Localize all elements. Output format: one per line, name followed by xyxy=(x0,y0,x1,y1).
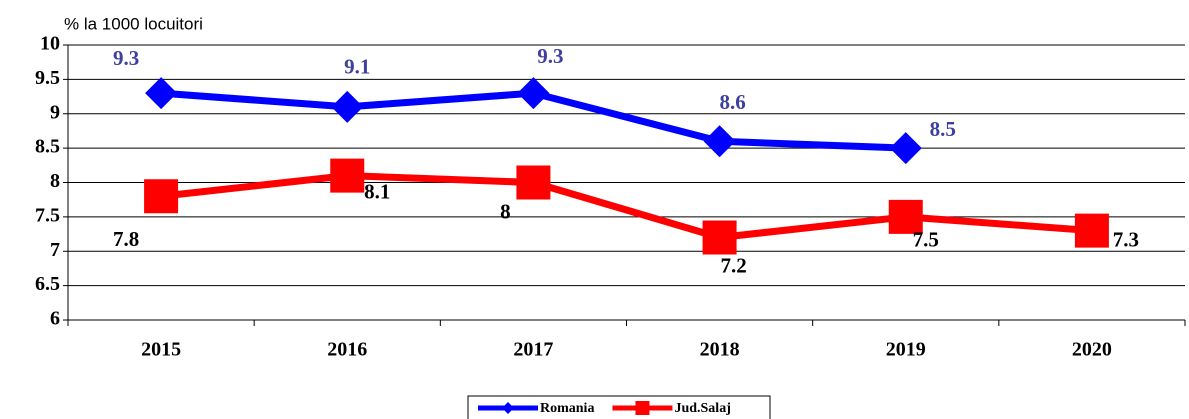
data-point xyxy=(330,158,365,193)
legend-label: Romania xyxy=(540,401,594,416)
x-tick-label: 2017 xyxy=(513,339,553,361)
data-point xyxy=(517,77,550,110)
legend: Romania Jud.Salaj xyxy=(467,395,771,419)
data-point xyxy=(145,77,178,110)
legend-marker xyxy=(635,401,650,415)
data-label: 9.3 xyxy=(113,46,139,70)
y-tick-label: 9 xyxy=(50,101,60,123)
x-tick-label: 2019 xyxy=(886,339,926,361)
y-tick-label: 10 xyxy=(40,33,60,55)
series-line xyxy=(160,172,1093,241)
data-point xyxy=(702,220,737,255)
data-label: 9.1 xyxy=(344,55,370,79)
y-axis-label: % la 1000 locuitori xyxy=(64,14,203,33)
data-label: 7.5 xyxy=(913,228,939,252)
y-tick-label: 6.5 xyxy=(35,273,60,295)
data-point xyxy=(516,165,551,200)
x-tick-label: 2018 xyxy=(700,339,740,361)
data-label: 8 xyxy=(500,199,511,223)
data-point xyxy=(703,125,736,158)
data-label: 8.6 xyxy=(719,90,745,114)
data-point xyxy=(1074,213,1109,248)
y-tick-label: 9.5 xyxy=(35,67,60,89)
legend-label: Jud.Salaj xyxy=(674,401,730,416)
x-tick-label: 2016 xyxy=(327,339,367,361)
data-label: 8.1 xyxy=(364,179,390,203)
data-label: 7.2 xyxy=(720,253,746,277)
x-tick-label: 2015 xyxy=(141,339,181,361)
x-tick-label: 2020 xyxy=(1072,339,1112,361)
data-label: 8.5 xyxy=(930,117,956,141)
data-point xyxy=(889,132,922,165)
data-label: 7.3 xyxy=(1113,227,1139,251)
data-point xyxy=(144,179,179,214)
legend-marker xyxy=(502,402,514,414)
data-point xyxy=(888,199,923,234)
y-tick-label: 8 xyxy=(50,170,60,192)
data-label: 7.8 xyxy=(113,227,139,251)
y-tick-label: 6 xyxy=(50,308,60,330)
data-point xyxy=(331,90,364,123)
y-tick-label: 7 xyxy=(50,239,60,261)
y-tick-label: 8.5 xyxy=(35,136,60,158)
data-label: 9.3 xyxy=(537,44,563,68)
y-tick-label: 7.5 xyxy=(35,204,60,226)
